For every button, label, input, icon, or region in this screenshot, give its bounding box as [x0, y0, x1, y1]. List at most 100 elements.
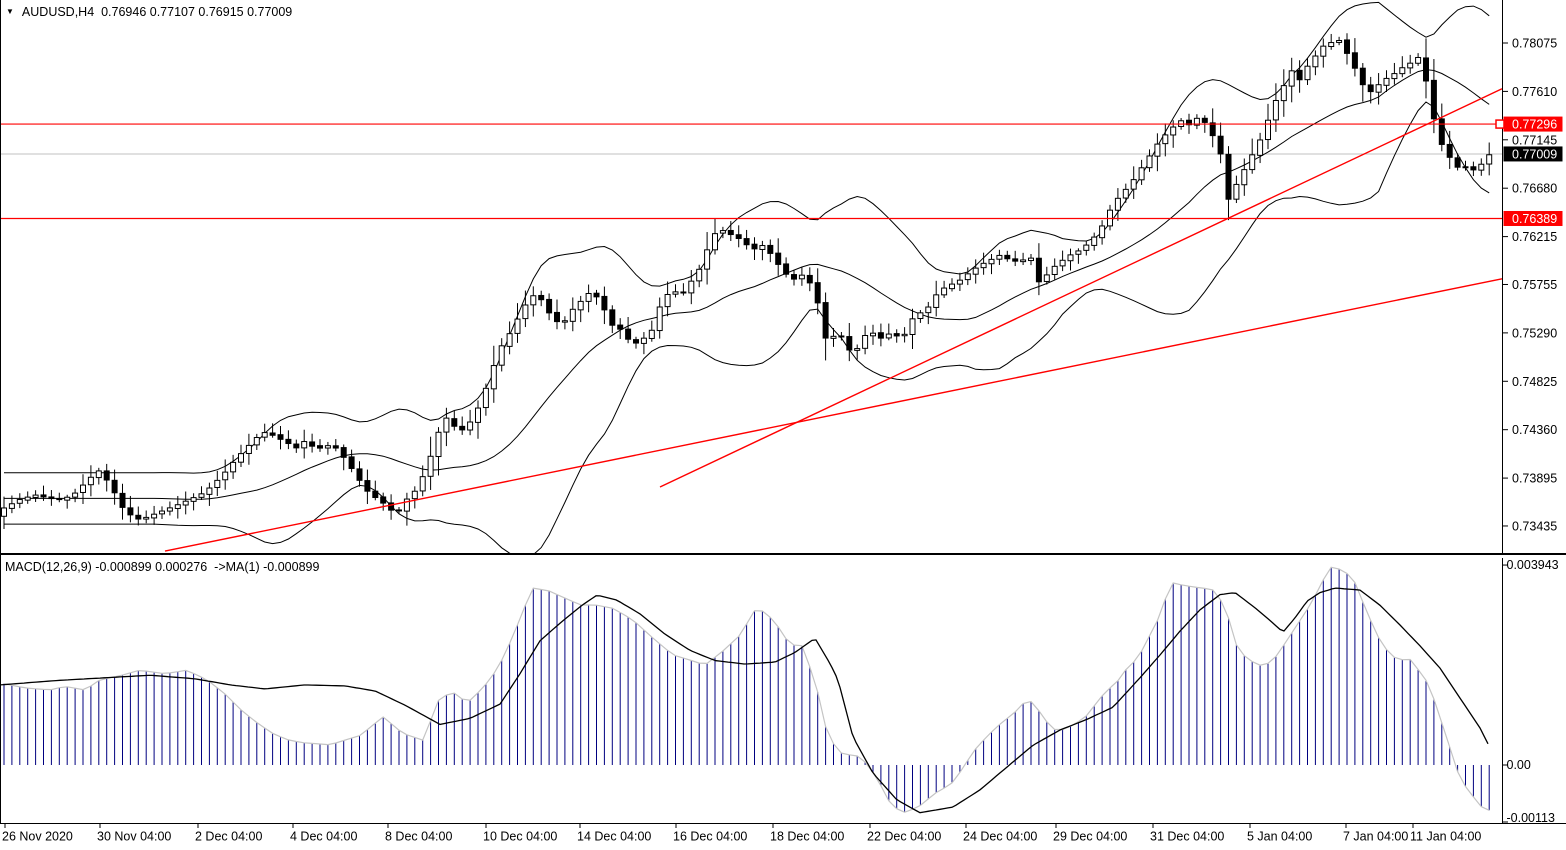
candle-body-bear: [135, 514, 142, 520]
candle-body-bull: [949, 283, 955, 290]
candle-body-bear: [609, 309, 616, 326]
candle: [127, 495, 134, 523]
candle: [427, 436, 434, 490]
candle-body-bull: [435, 431, 442, 458]
time-axis[interactable]: 26 Nov 2020 30 Nov 04:00 2 Dec 04:00 4 Dec …: [2, 823, 1481, 844]
candle-body-bull: [972, 267, 979, 275]
candle: [253, 433, 260, 451]
candle: [719, 226, 726, 239]
candle-body-bull: [222, 471, 229, 481]
candle: [672, 284, 679, 298]
candle-body-bull: [506, 333, 513, 347]
price-axis-label: 0.77145: [1512, 133, 1557, 147]
candle: [798, 267, 805, 286]
candle: [546, 293, 553, 321]
candle: [972, 259, 979, 284]
candle-body-bear: [40, 494, 47, 498]
candle: [1, 496, 7, 530]
candle: [1423, 38, 1429, 99]
candle: [1462, 160, 1469, 171]
time-axis-label: 5 Jan 04:00: [1247, 830, 1312, 844]
candle-body-bull: [1154, 143, 1161, 157]
candle: [1004, 250, 1011, 262]
candle: [135, 506, 142, 526]
candle-body-bull: [1486, 154, 1493, 165]
candle: [1391, 62, 1398, 85]
candle: [332, 439, 339, 452]
candle-body-bear: [680, 291, 687, 294]
panel-divider[interactable]: [0, 553, 1566, 555]
macd-axis[interactable]: 0.003943 0.00 -0.00113: [1502, 558, 1559, 825]
candle: [925, 301, 932, 325]
candle: [32, 490, 39, 502]
candle-body-bull: [1399, 67, 1406, 75]
trendline-1[interactable]: [164, 278, 1503, 552]
candle: [301, 429, 308, 459]
candle-body-bull: [964, 273, 971, 281]
candle: [1470, 161, 1477, 177]
candle: [1035, 243, 1042, 296]
candle-body-bull: [64, 496, 71, 501]
candle-body-bear: [1225, 153, 1232, 200]
candle: [1249, 138, 1256, 174]
candle: [996, 249, 1003, 266]
candle-body-bear: [1470, 166, 1477, 171]
candle: [917, 310, 924, 323]
candle-body-bear: [388, 502, 395, 511]
candle: [656, 297, 663, 339]
candle-body-bear: [103, 470, 110, 481]
candle: [1051, 258, 1058, 280]
candle-body-bull: [569, 308, 576, 322]
price-axis-label: 0.74825: [1512, 375, 1557, 389]
candle-body-bear: [538, 294, 545, 301]
candle-body-bull: [1170, 126, 1177, 136]
candle: [238, 444, 244, 467]
price-axis-label: 0.73435: [1512, 519, 1557, 533]
candle: [933, 280, 940, 317]
candle: [206, 482, 213, 506]
candle: [119, 483, 126, 520]
candle-body-bull: [482, 387, 489, 409]
candle-body-bull: [1320, 45, 1327, 57]
candle-body-bear: [1201, 117, 1208, 123]
candle: [949, 278, 955, 292]
candle-body-bull: [1257, 139, 1264, 156]
candle-body-bull: [72, 492, 79, 498]
candle: [1241, 158, 1248, 196]
candle: [743, 229, 750, 250]
candle-body-bear: [846, 336, 853, 351]
candle-body-bull: [214, 479, 221, 488]
candle: [609, 305, 616, 334]
candle: [356, 461, 363, 487]
price-panel[interactable]: [0, 1, 1503, 557]
candle-body-bear: [1217, 135, 1224, 155]
candle: [1059, 250, 1066, 272]
candle: [1367, 76, 1374, 104]
hline-handle[interactable]: [1495, 119, 1505, 129]
candle: [198, 486, 205, 500]
trendline-2[interactable]: [659, 88, 1503, 488]
macd-signal-line: [0, 587, 1489, 814]
candle: [1359, 63, 1366, 102]
macd-panel[interactable]: [0, 566, 1490, 814]
candle: [1486, 142, 1493, 176]
candle-body-bull: [261, 432, 268, 438]
candle: [846, 323, 853, 362]
candle: [1091, 232, 1098, 251]
candle-body-bull: [1193, 117, 1200, 126]
candle: [1083, 241, 1090, 256]
candle: [1399, 56, 1406, 78]
candle-body-bull: [1375, 84, 1382, 93]
candle-body-bull: [909, 318, 916, 335]
candle: [759, 240, 766, 261]
price-axis-label: 0.78075: [1512, 36, 1557, 50]
symbol-dropdown-icon[interactable]: ▼: [6, 7, 14, 16]
candle-body-bull: [253, 437, 260, 446]
time-axis-label: 8 Dec 04:00: [385, 830, 452, 844]
candle-body-bull: [174, 504, 181, 509]
candle: [411, 486, 418, 509]
candle: [214, 470, 221, 497]
candle-body-bull: [585, 292, 592, 302]
